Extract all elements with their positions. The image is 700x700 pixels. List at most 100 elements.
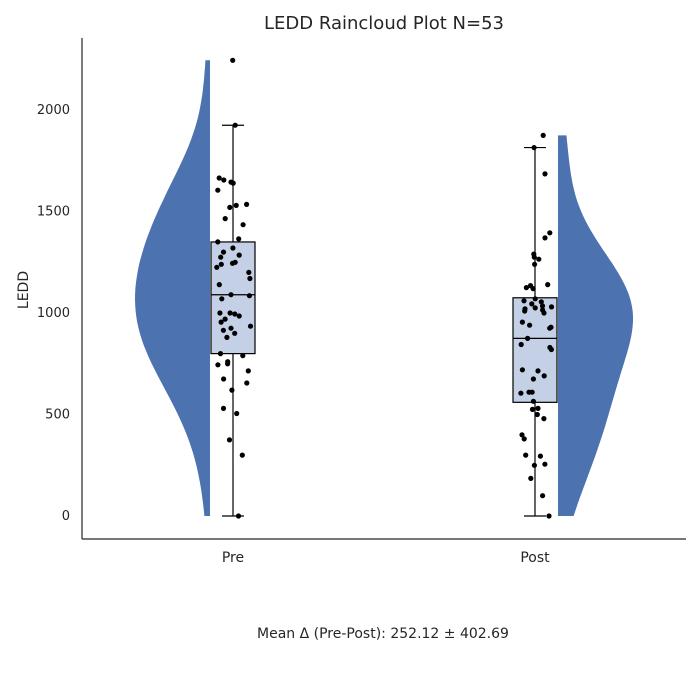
data-point	[541, 373, 547, 379]
data-point	[217, 351, 224, 357]
data-point	[220, 327, 226, 333]
data-point	[227, 204, 233, 210]
data-point	[548, 346, 555, 353]
data-point	[234, 410, 240, 417]
data-point	[215, 362, 221, 368]
mean-difference-annotation: Mean Δ (Pre-Post): 252.12 ± 402.69	[257, 626, 509, 642]
data-point	[228, 325, 234, 331]
data-point	[222, 216, 228, 222]
data-point	[518, 341, 524, 348]
violin-pre	[135, 60, 210, 516]
data-point	[236, 313, 242, 319]
data-point	[218, 261, 224, 267]
data-point	[527, 322, 533, 328]
data-point	[232, 311, 238, 317]
data-point	[217, 310, 223, 316]
data-point	[519, 319, 526, 325]
data-point	[530, 286, 536, 292]
data-point	[215, 239, 221, 245]
violin-post	[558, 135, 633, 516]
data-point	[228, 292, 234, 298]
data-point	[531, 254, 537, 260]
data-point	[240, 222, 246, 228]
data-point	[218, 319, 224, 325]
data-point	[529, 389, 535, 395]
data-point	[229, 387, 235, 393]
data-point	[535, 405, 541, 411]
data-point	[219, 296, 225, 302]
data-point	[547, 230, 553, 236]
data-point	[220, 249, 227, 255]
y-axis-label: LEDD	[16, 271, 32, 309]
data-point	[244, 380, 250, 386]
data-point	[528, 475, 534, 481]
data-point	[518, 390, 524, 396]
data-point	[221, 376, 227, 382]
data-point	[230, 180, 236, 186]
data-point	[244, 201, 250, 207]
data-point	[531, 145, 537, 151]
data-point	[523, 452, 529, 458]
data-point	[227, 310, 233, 316]
data-point	[532, 305, 538, 311]
data-point	[226, 437, 233, 443]
data-point	[230, 245, 236, 251]
data-point	[542, 235, 548, 241]
data-point	[531, 462, 538, 468]
data-point	[216, 175, 222, 181]
data-point	[538, 299, 544, 305]
data-point	[218, 254, 224, 260]
data-point	[530, 398, 537, 404]
data-point	[221, 177, 227, 183]
chart-title: LEDD Raincloud Plot N=53	[264, 13, 504, 34]
data-point	[225, 361, 231, 367]
data-point	[229, 260, 236, 266]
data-point	[541, 416, 547, 422]
x-tick-label: Post	[520, 550, 550, 566]
data-point	[222, 316, 228, 322]
data-point	[547, 325, 553, 331]
x-tick-label: Pre	[222, 550, 244, 566]
data-point	[232, 122, 238, 128]
data-point	[216, 282, 222, 288]
data-point	[542, 461, 548, 467]
y-tick-label: 1000	[37, 306, 70, 321]
data-point	[240, 353, 246, 359]
data-point	[215, 187, 221, 193]
data-point	[539, 303, 546, 309]
data-point	[220, 405, 227, 411]
data-point	[519, 432, 525, 438]
data-point	[247, 323, 254, 329]
data-point	[236, 252, 242, 258]
data-point	[246, 293, 252, 299]
y-tick-label: 2000	[37, 103, 70, 118]
data-point	[529, 406, 536, 412]
data-point	[530, 376, 537, 382]
data-point	[540, 132, 546, 138]
data-point	[236, 236, 242, 242]
y-tick-label: 500	[45, 408, 70, 423]
data-point	[534, 411, 540, 418]
data-point	[542, 171, 548, 177]
data-point	[537, 453, 544, 459]
data-point	[522, 308, 528, 314]
data-point	[245, 368, 251, 374]
y-tick-label: 1500	[37, 205, 70, 220]
data-point	[235, 513, 242, 519]
data-point	[541, 310, 547, 316]
data-point	[548, 304, 555, 310]
data-point	[519, 367, 526, 373]
data-point	[540, 493, 546, 499]
data-point	[532, 261, 538, 267]
data-point	[246, 269, 252, 275]
data-point	[233, 202, 239, 208]
data-point	[521, 298, 527, 304]
data-point	[523, 285, 530, 291]
data-point	[214, 264, 220, 270]
data-point	[247, 275, 253, 282]
data-point	[546, 513, 552, 519]
data-point	[230, 57, 236, 63]
data-point	[535, 368, 541, 374]
data-point	[532, 296, 538, 302]
